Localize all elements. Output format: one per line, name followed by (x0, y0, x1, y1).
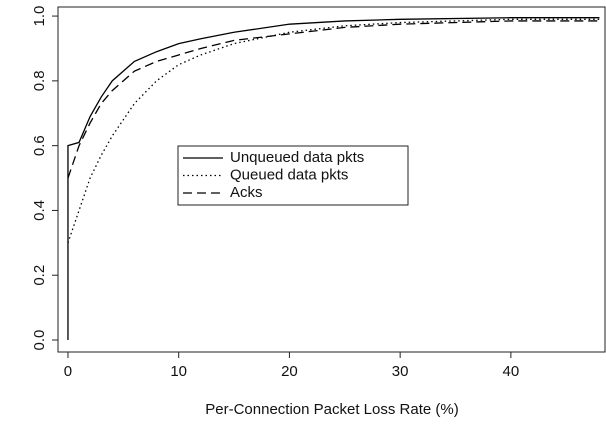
legend-label: Acks (230, 184, 263, 201)
legend-label: Queued data pkts (230, 166, 348, 183)
x-tick-label: 30 (392, 363, 409, 380)
y-tick-label: 0.0 (31, 330, 48, 351)
x-tick-label: 20 (281, 363, 298, 380)
x-tick-label: 10 (170, 363, 187, 380)
x-tick-label: 40 (503, 363, 520, 380)
y-tick-label: 0.2 (31, 265, 48, 286)
series-line (67, 20, 600, 179)
x-axis-label: Per-Connection Packet Loss Rate (%) (205, 401, 458, 418)
series-line (67, 18, 600, 244)
x-tick-label: 0 (64, 363, 72, 380)
plot-frame (57, 6, 606, 353)
y-tick-label: 0.6 (31, 135, 48, 156)
series-line (67, 17, 600, 341)
y-tick-label: 0.4 (31, 200, 48, 221)
y-tick-label: 0.8 (31, 70, 48, 91)
legend-box (177, 145, 409, 206)
y-tick-label: 1.0 (31, 6, 48, 27)
legend-label: Unqueued data pkts (230, 149, 364, 166)
